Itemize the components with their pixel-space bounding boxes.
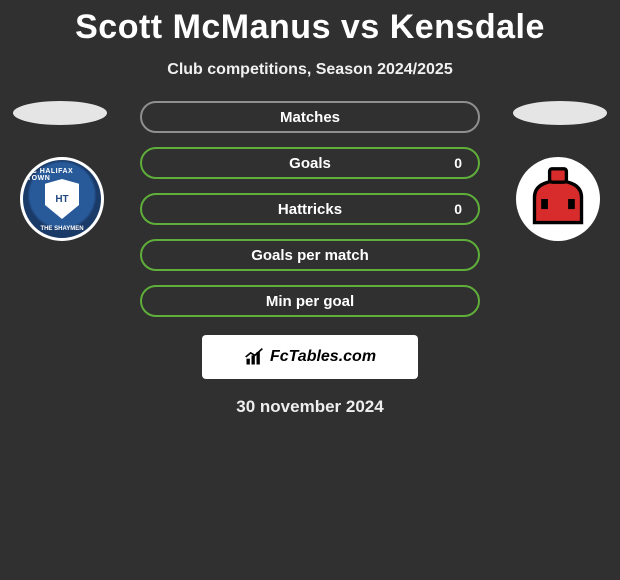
stat-bar-value-right: 0 [454,155,462,171]
stat-bar: Goals per match [140,239,480,271]
crest-right-svg [516,157,600,241]
page-title: Scott McManus vs Kensdale [0,0,620,47]
club-crest-left: FC HALIFAX TOWN HT THE SHAYMEN [20,157,104,241]
snapshot-date: 30 november 2024 [0,397,620,417]
subtitle: Club competitions, Season 2024/2025 [0,61,620,79]
branding-box: FcTables.com [202,335,418,379]
stat-bar-label: Goals [289,155,331,172]
chart-icon [244,347,264,367]
stat-bar-label: Goals per match [251,247,369,264]
comparison-arena: FC HALIFAX TOWN HT THE SHAYMEN Matches Go… [0,101,620,317]
stat-bar: Matches [140,101,480,133]
stat-bar-label: Min per goal [266,293,354,310]
branding-text: FcTables.com [270,348,376,366]
stat-bar-label: Matches [280,109,340,126]
player-oval-left [13,101,107,125]
crest-left-bottom-text: THE SHAYMEN [40,226,83,232]
stat-bars: Matches Goals 0 Hattricks 0 Goals per match Mi… [140,101,480,317]
stat-bar-value-right: 0 [454,201,462,217]
stat-bar-label: Hattricks [278,201,342,218]
stat-bar: Hattricks 0 [140,193,480,225]
stat-bar: Min per goal [140,285,480,317]
player-oval-right [513,101,607,125]
club-crest-right [516,157,600,241]
stat-bar: Goals 0 [140,147,480,179]
